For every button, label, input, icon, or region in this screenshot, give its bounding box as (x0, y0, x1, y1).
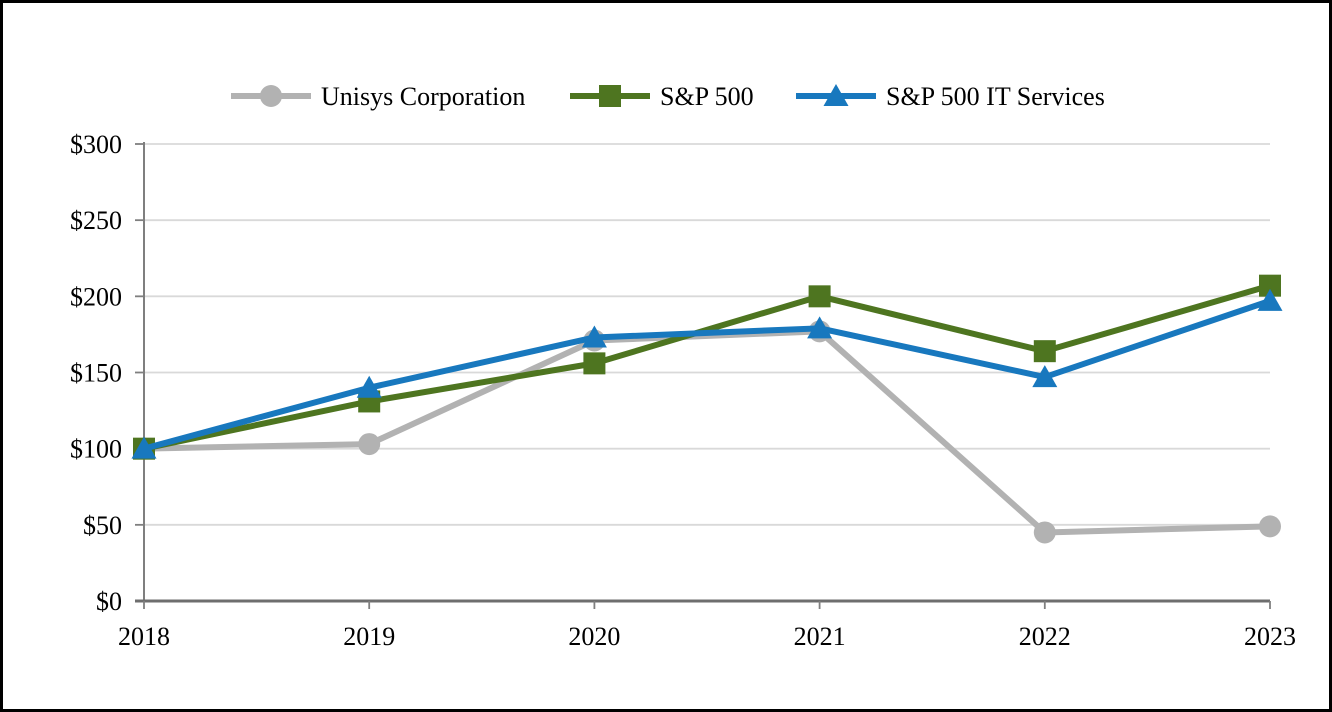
x-tick-label: 2019 (343, 622, 395, 651)
y-tick-label: $250 (70, 206, 122, 235)
x-tick-label: 2022 (1019, 622, 1071, 651)
data-point-unisys-corporation-2023 (1259, 515, 1281, 538)
data-point-s-p-500-it-services-2018 (131, 436, 157, 459)
data-point-s-p-500-it-services-2021 (807, 316, 833, 339)
data-point-s-p-500-it-services-2023 (1257, 288, 1283, 311)
y-tick-label: $50 (83, 511, 122, 540)
x-tick-label: 2018 (118, 622, 170, 651)
legend-circle-icon (260, 85, 282, 107)
series-line-s-p-500 (141, 282, 1273, 452)
data-point-s-p-500-2021 (808, 285, 831, 308)
legend-label: S&P 500 IT Services (886, 82, 1105, 111)
legend-label: S&P 500 (660, 82, 754, 111)
legend-square-icon (599, 85, 621, 107)
legend-item-unisys-corporation: Unisys Corporation (231, 82, 525, 111)
series-line-s-p-500-it-services (141, 297, 1273, 452)
data-point-s-p-500-it-services-2019 (356, 375, 382, 398)
x-tick-label: 2023 (1244, 622, 1296, 651)
x-tick-label: 2020 (568, 622, 620, 651)
y-tick-label: $200 (70, 282, 122, 311)
data-point-s-p-500-2023 (1259, 274, 1281, 297)
series-line-unisys-corporation (141, 328, 1273, 536)
y-tick-label: $300 (70, 130, 122, 159)
series-s-p-500-it-services (131, 288, 1283, 459)
data-point-s-p-500-it-services-2022 (1032, 365, 1058, 388)
data-point-unisys-corporation-2019 (358, 433, 381, 456)
data-point-s-p-500-2022 (1033, 340, 1056, 363)
legend-triangle-icon (823, 84, 849, 106)
stock-performance-chart: $0 $50 $100 $150 $200 $250 $300 2018 2019 2020 202… (70, 82, 1296, 651)
y-tick-label: $100 (70, 435, 122, 464)
legend-item-s-p-500-it-services: S&P 500 IT Services (796, 82, 1105, 111)
data-point-unisys-corporation-2022 (1033, 521, 1056, 544)
x-tick-label: 2021 (794, 622, 846, 651)
data-point-s-p-500-2020 (583, 352, 606, 375)
data-point-s-p-500-it-services-2020 (581, 325, 607, 348)
series-s-p-500 (133, 274, 1281, 460)
y-tick-label: $0 (96, 587, 122, 616)
legend-item-s-p-500: S&P 500 (570, 82, 754, 111)
y-tick-label: $150 (70, 359, 122, 388)
legend-label: Unisys Corporation (321, 82, 525, 111)
